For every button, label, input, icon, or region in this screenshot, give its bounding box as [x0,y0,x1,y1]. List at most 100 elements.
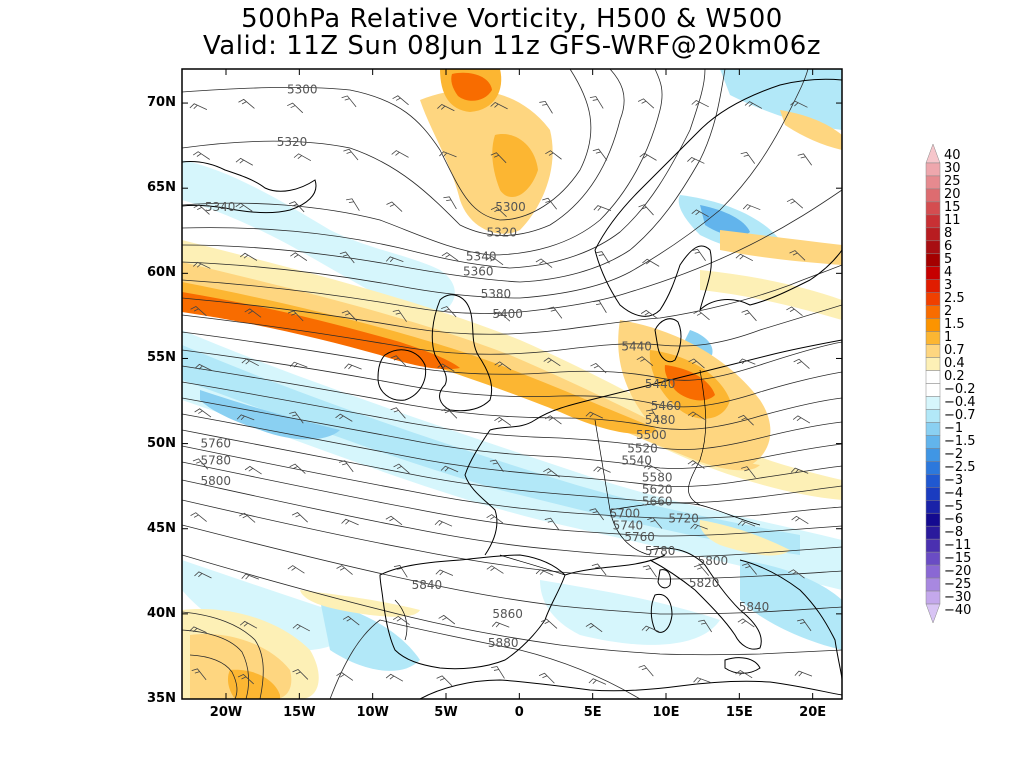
colorbar-swatch [925,590,941,605]
wind-barb [541,618,558,629]
contour-label: 5320 [486,225,517,239]
corsica-coast [657,569,671,589]
colorbar-swatch [925,383,941,397]
wind-barb [693,564,710,576]
contour-label: 5800 [200,474,231,488]
wind-barb [392,95,409,106]
contour-label: 5720 [668,512,699,526]
wind-barb [189,626,207,634]
wind-barb [437,363,455,372]
wind-barb [190,305,207,317]
wind-barb [291,512,308,523]
wind-barb [287,310,304,322]
contour-label: 5300 [495,200,526,214]
vort-neg-med [540,580,720,645]
wind-barb [544,415,562,425]
colorbar-swatch [925,143,941,164]
wind-barb [235,157,253,166]
wind-barb [194,408,212,418]
colorbar-swatch [925,422,941,436]
wind-barb [486,255,504,266]
lon-label-0: 0 [514,705,524,720]
wind-barb [543,468,560,478]
wind-barb [441,407,458,419]
wind-barb [491,666,505,679]
wind-barb [392,615,410,625]
ireland-coast [377,349,427,401]
wind-barb [593,205,612,212]
wind-barb [336,671,354,681]
contour-label: 5700 [610,506,641,520]
contour-line [182,304,842,355]
wind-barb [592,148,608,161]
wind-barb [344,363,362,370]
colorbar-swatch [925,512,941,527]
lat-label-60N: 60N [147,265,176,281]
colorbar-label: −5 [944,498,964,514]
wind-barb [437,104,455,112]
wind-barb [792,415,811,424]
wind-barb [693,310,710,321]
wind-barb [343,148,359,161]
wind-barb [486,514,504,524]
lat-label-70N: 70N [147,95,176,111]
wind-barb [690,523,708,530]
colorbar-swatch [925,500,941,514]
wind-barb [687,411,705,420]
wind-barb [593,300,607,313]
wind-barb [390,355,407,367]
wind-barb [292,623,310,632]
contour-label: 5300 [287,82,318,96]
contour-label: 5780 [200,454,231,468]
contour-line [182,69,663,256]
contour-label: 5800 [698,554,729,568]
sicily-coast [724,657,761,674]
italy-coast [649,547,762,650]
wind-barb [636,356,654,366]
wind-barb [687,156,705,164]
wind-barb [642,565,657,578]
colorbar-swatch [925,487,941,501]
colorbar-swatch [925,603,941,624]
axis-ticks [182,69,842,700]
wind-barb [289,361,308,368]
wind-barb [744,101,763,109]
border-pyrenees [499,554,566,576]
contour-labels: 5300 5320 5340 5300 5320 5340 5360 5380 5400 5440… [200,82,769,649]
contour-line [182,69,625,236]
wind-barb [335,413,353,422]
wind-barbs [189,95,813,687]
lon-label-10W: 10W [356,705,389,720]
lat-label-35N: 35N [147,691,176,706]
wind-barb [441,252,459,262]
wind-barb [438,614,456,625]
wind-barb [535,258,553,268]
colorbar-label: 11 [944,213,961,229]
colorbar-label: 20 [944,187,961,203]
wind-barb [543,357,561,367]
colorbar-label: 1.5 [944,317,965,333]
iceland-coast [182,161,317,214]
vort-neg-balkan [740,560,842,650]
wind-barb [687,460,705,469]
wind-barb [735,669,753,679]
wind-barb [545,150,562,160]
colorbar-swatch [925,474,941,488]
vort-neg-iberia-atl [182,560,360,651]
colorbar-label: −1.5 [944,433,976,449]
colorbar-label: 4 [944,265,953,281]
wind-barb [237,673,254,685]
wind-barb [638,664,654,677]
lat-label-65N: 65N [147,180,176,196]
wind-barb [698,619,712,633]
colorbar [925,143,941,624]
wind-barb [637,98,655,109]
contour-label: 5460 [651,399,682,413]
wind-barb [486,565,504,574]
wind-barb [794,670,813,677]
lat-label-55N: 55N [147,350,176,366]
contour-line [182,629,250,699]
vort-pos-scand-band2 [700,270,842,320]
wind-barb [494,416,512,426]
contour-label: 5440 [645,377,676,391]
